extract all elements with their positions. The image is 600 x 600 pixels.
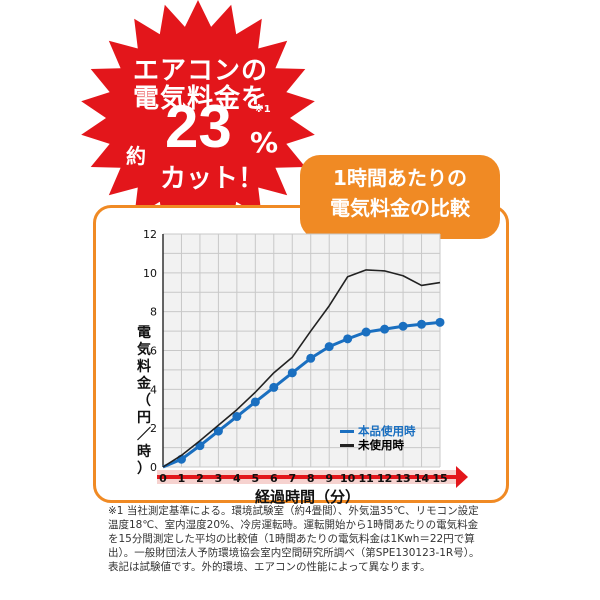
legend-label-with-product: 本品使用時 (358, 424, 416, 438)
legend-swatch-black (340, 443, 354, 447)
legend-label-without-product: 未使用時 (358, 438, 404, 452)
y-tick-label: 12 (143, 228, 157, 241)
x-tick-label: 2 (196, 472, 204, 485)
x-tick-label: 10 (340, 472, 356, 485)
data-point-with-product (361, 327, 371, 337)
data-point-with-product (213, 426, 223, 436)
y-axis-label-char: 電 (137, 325, 151, 341)
data-point-with-product (435, 317, 445, 327)
y-axis-label: 電気料金（円／時） (132, 325, 156, 478)
data-point-with-product (306, 353, 316, 363)
x-tick-label: 8 (307, 472, 315, 485)
headline-prefix: 約 (126, 144, 146, 168)
legend-item-with-product: 本品使用時 (340, 424, 416, 438)
y-tick-label: 2 (150, 422, 157, 435)
x-axis-arrowhead (456, 466, 468, 488)
starburst (81, 0, 315, 236)
y-axis-label-char: （ (137, 393, 151, 409)
y-tick-label: 8 (150, 306, 157, 319)
badge-line1: 1時間あたりの (333, 166, 467, 190)
x-tick-label: 1 (178, 472, 186, 485)
footnote: ※1 当社測定基準による。環境試験室（約4畳間）、外気温35℃、リモコン設定温度… (108, 505, 480, 573)
y-tick-label: 10 (143, 267, 157, 280)
y-tick-label: 0 (150, 461, 157, 474)
data-point-with-product (398, 321, 408, 331)
y-axis-label-char: 円 (137, 410, 151, 426)
data-point-with-product (417, 319, 427, 329)
x-tick-label: 13 (395, 472, 410, 485)
y-axis-label-char: 気 (137, 342, 151, 358)
x-tick-label: 4 (233, 472, 241, 485)
data-point-with-product (324, 342, 334, 352)
x-tick-label: 11 (358, 472, 373, 485)
x-tick-label: 3 (215, 472, 223, 485)
series-line-without-product (162, 269, 441, 468)
starburst-shape (81, 0, 315, 236)
headline-line2: 電気料金を (133, 84, 269, 114)
y-axis-label-char: ／ (137, 427, 151, 443)
data-point-with-product (380, 324, 390, 334)
y-axis-label-char: ） (137, 461, 151, 477)
y-axis-label-char: 金 (137, 376, 151, 392)
x-tick-label: 5 (252, 472, 260, 485)
y-axis-label-char: 料 (137, 359, 151, 375)
x-tick-label: 14 (414, 472, 430, 485)
data-point-with-product (287, 368, 297, 378)
y-tick-label: 4 (150, 383, 157, 396)
headline-line1: エアコンの (133, 56, 269, 86)
headline-note: ※1 (254, 104, 271, 115)
x-tick-label: 7 (288, 472, 296, 485)
legend-item-without-product: 未使用時 (340, 438, 416, 452)
x-axis-title: 経過時間（分） (255, 488, 361, 506)
x-tick-label: 0 (159, 472, 167, 485)
data-point-with-product (250, 397, 260, 407)
badge-line2: 電気料金の比較 (330, 196, 470, 220)
legend-swatch-blue (340, 429, 354, 433)
y-axis-label-char: 時 (137, 444, 151, 460)
y-tick-label: 6 (150, 345, 157, 358)
headline-line4: カット！ (160, 164, 265, 194)
comparison-badge: 1時間あたりの 電気料金の比較 (300, 155, 500, 239)
headline-percent: % (250, 126, 279, 159)
x-tick-label: 9 (325, 472, 333, 485)
headline-number: 23 (165, 93, 232, 160)
data-point-with-product (232, 412, 242, 422)
x-tick-label: 6 (270, 472, 278, 485)
legend: 本品使用時 未使用時 (340, 424, 416, 452)
series-line-with-product (162, 320, 441, 469)
data-point-with-product (269, 382, 279, 392)
x-tick-label: 15 (432, 472, 447, 485)
data-point-with-product (343, 334, 353, 344)
x-tick-label: 12 (377, 472, 392, 485)
x-axis-arrow-line (157, 475, 456, 479)
